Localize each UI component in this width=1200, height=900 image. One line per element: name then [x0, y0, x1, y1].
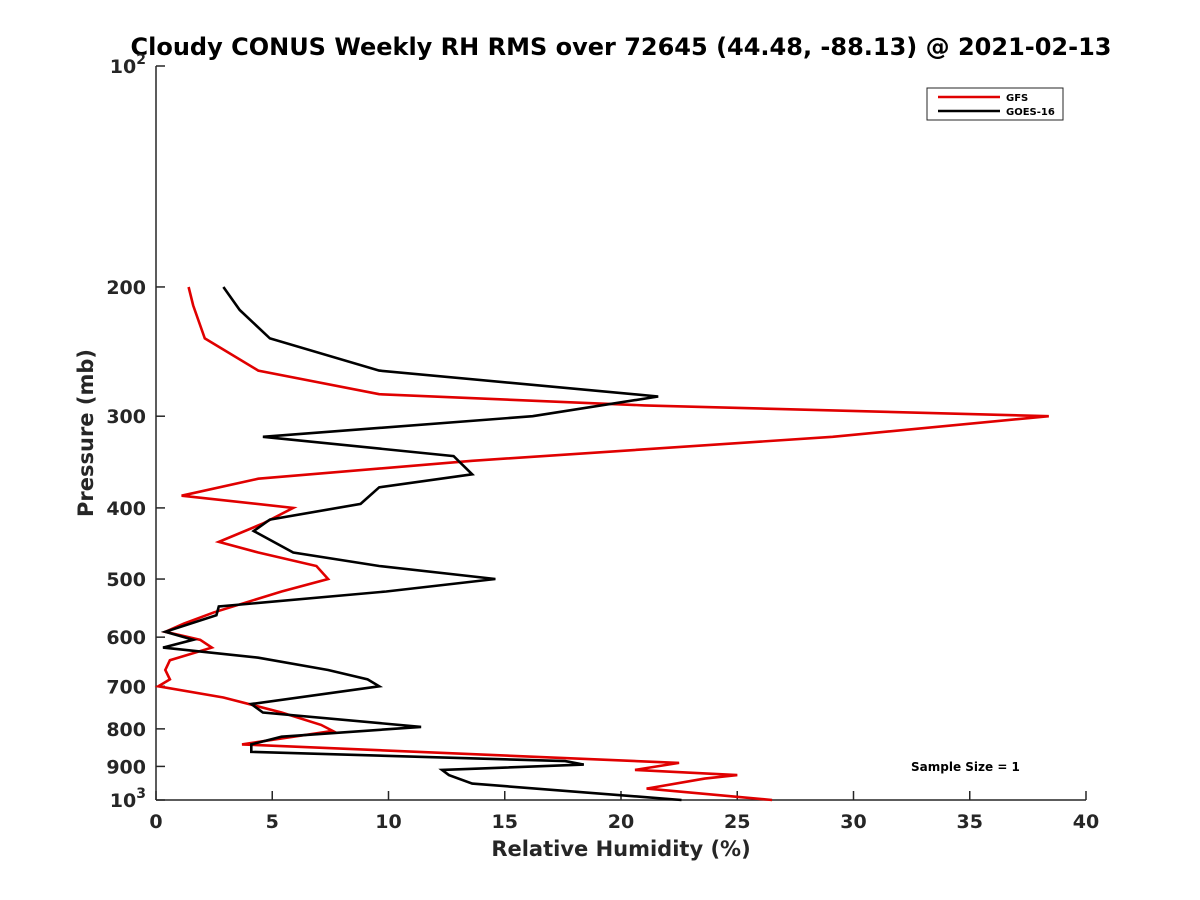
legend-box	[926, 87, 1064, 121]
legend: GFS GOES-16	[926, 87, 1064, 121]
y-tick-label: 900	[106, 756, 146, 778]
legend-items: GFS GOES-16	[938, 93, 1055, 118]
chart-title: Cloudy CONUS Weekly RH RMS over 72645 (4…	[131, 33, 1112, 61]
x-tick-label: 25	[724, 811, 750, 833]
y-tick-exponent: 2	[136, 52, 146, 68]
y-tick-label: 103	[110, 786, 146, 812]
y-tick-label: 400	[106, 498, 146, 520]
sample-size-annotation: Sample Size = 1	[911, 760, 1020, 774]
x-tick-label: 30	[840, 811, 866, 833]
y-tick-exponent: 3	[136, 786, 146, 802]
y-tick-base: 10	[110, 790, 136, 812]
series-lines	[154, 286, 1049, 802]
x-tick-label: 15	[492, 811, 518, 833]
x-tick-label: 35	[957, 811, 983, 833]
series-line-goes-16	[160, 286, 682, 802]
y-tick-label: 700	[106, 676, 146, 698]
y-tick-label: 300	[106, 406, 146, 428]
y-tick-label: 800	[106, 719, 146, 741]
x-tick-label: 40	[1073, 811, 1099, 833]
x-tick-label: 5	[266, 811, 279, 833]
x-tick-label: 20	[608, 811, 634, 833]
y-axis-label: Pressure (mb)	[74, 349, 98, 517]
x-axis-ticks: 0 5 10 15 20 25 30 35 40	[149, 791, 1099, 833]
legend-label-gfs: GFS	[1006, 93, 1028, 104]
x-tick-label: 0	[149, 811, 162, 833]
legend-label-goes-16: GOES-16	[1006, 107, 1055, 118]
x-tick-label: 10	[375, 811, 401, 833]
y-tick-label: 600	[106, 627, 146, 649]
y-tick-label: 102	[110, 52, 146, 78]
y-tick-label: 200	[106, 277, 146, 299]
x-axis-label: Relative Humidity (%)	[491, 837, 750, 861]
series-line-gfs	[154, 286, 1049, 802]
y-tick-label: 500	[106, 569, 146, 591]
y-tick-base: 10	[110, 56, 136, 78]
